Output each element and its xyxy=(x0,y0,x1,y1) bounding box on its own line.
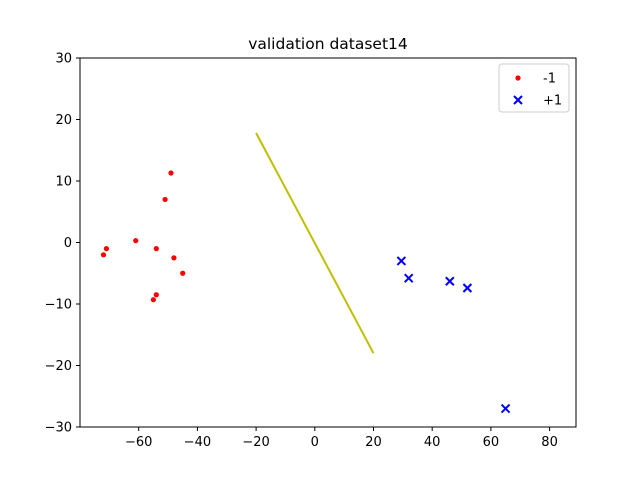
data-layer xyxy=(100,132,511,414)
y-tick-label: −30 xyxy=(45,421,72,436)
positive-class-point-stroke xyxy=(445,276,455,286)
negative-class-point xyxy=(100,252,107,258)
positive-class-point xyxy=(445,276,455,286)
legend-label: +1 xyxy=(543,94,562,109)
axes-layer: −60 −40 −20 0 20 40 60 80 −30 −20 −10 0 10 20 30 xyxy=(45,52,558,451)
positive-class-point-stroke xyxy=(462,283,473,293)
y-tick-label: −20 xyxy=(45,359,72,374)
chart-title: validation dataset14 xyxy=(248,35,408,53)
x-tick-label: −40 xyxy=(184,435,211,450)
y-tick-label: 0 xyxy=(64,236,72,251)
x-tick-label: −20 xyxy=(242,435,269,450)
legend-marker xyxy=(515,75,521,81)
x-tick-label: 0 xyxy=(311,435,319,450)
positive-class-point xyxy=(404,273,414,283)
negative-class-point xyxy=(150,297,156,303)
y-tick-label: 10 xyxy=(55,175,72,190)
negative-class-point xyxy=(180,270,186,276)
x-tick-label: −60 xyxy=(125,435,152,450)
x-tick-label: 40 xyxy=(424,435,441,450)
positive-class-point-stroke xyxy=(500,403,511,414)
positive-class-point xyxy=(462,283,473,293)
decision-boundary-line xyxy=(255,132,375,354)
negative-class-point xyxy=(133,238,139,244)
legend-marker xyxy=(513,95,523,105)
negative-class-point xyxy=(171,255,177,261)
positive-class-point xyxy=(396,256,407,266)
negative-class-point xyxy=(153,292,159,298)
plot-frame xyxy=(79,57,577,428)
y-tick-label: 20 xyxy=(55,113,72,128)
x-tick-label: 60 xyxy=(483,435,500,450)
positive-class-point-stroke xyxy=(396,256,407,266)
legend-marker-stroke xyxy=(513,95,523,105)
negative-class-point xyxy=(103,246,110,252)
x-tick-label: 80 xyxy=(541,435,558,450)
negative-class-point xyxy=(153,246,159,252)
legend: -1+1 xyxy=(498,63,570,113)
positive-class-point xyxy=(500,403,511,414)
x-tick-label: 20 xyxy=(365,435,382,450)
negative-class-point xyxy=(168,170,174,176)
positive-class-point-stroke xyxy=(404,273,414,283)
y-tick-label: 30 xyxy=(55,52,72,67)
negative-class-point xyxy=(162,196,168,203)
y-tick-label: −10 xyxy=(45,298,72,313)
legend-label: -1 xyxy=(543,72,556,87)
